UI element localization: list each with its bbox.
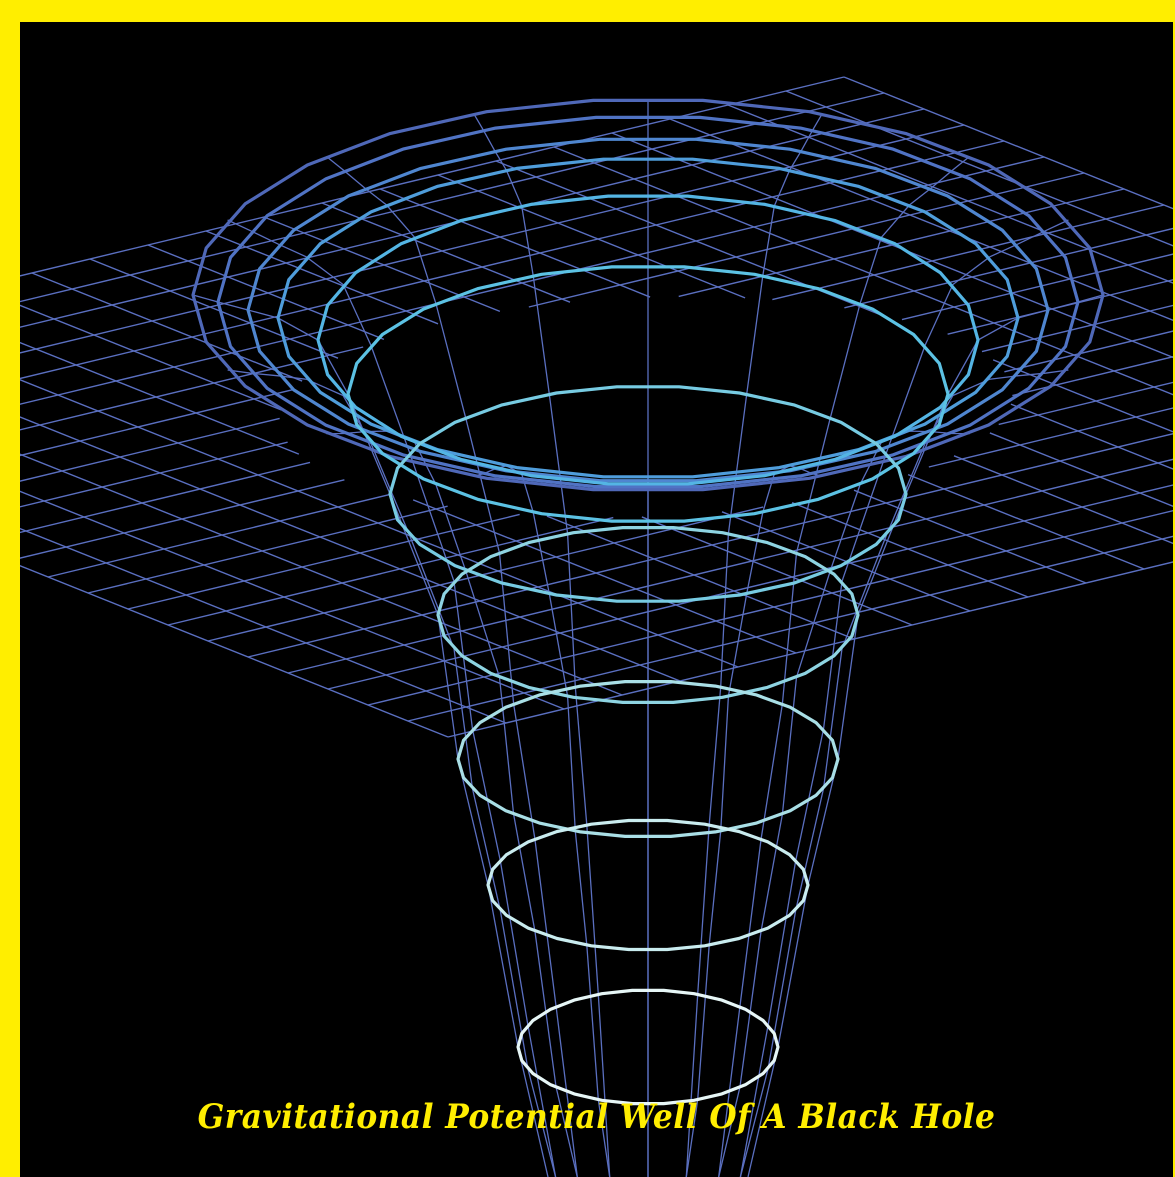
grid-line	[167, 516, 614, 626]
grid-line	[20, 124, 965, 354]
grid-line	[447, 561, 1173, 738]
grid-line	[553, 146, 1173, 396]
funnel-ring	[246, 137, 1050, 483]
funnel-meridian	[473, 465, 611, 1177]
funnel-ring	[516, 988, 780, 1106]
grid-line	[31, 272, 303, 382]
grid-line	[611, 132, 1173, 359]
grid-line	[992, 359, 1173, 433]
grid-line	[20, 527, 507, 724]
grid-line	[263, 216, 501, 313]
potential-well-diagram	[20, 76, 1173, 1177]
funnel-meridian	[473, 113, 611, 1177]
funnel-meridian	[325, 155, 578, 1177]
grid-line	[727, 104, 1173, 284]
grid-line	[998, 381, 1173, 426]
grid-line	[1010, 403, 1173, 470]
grid-line	[127, 513, 520, 610]
grid-line	[207, 506, 764, 642]
grid-line	[953, 455, 1173, 545]
grid-line	[327, 484, 1173, 690]
funnel-meridian	[739, 219, 1069, 1177]
grid-line	[20, 304, 282, 411]
grid-line	[321, 202, 571, 303]
diagram-canvas: Gravitational Potential Well Of A Black …	[20, 22, 1173, 1177]
funnel-meridian	[227, 219, 557, 1177]
grid-line	[546, 515, 855, 640]
grid-line	[437, 174, 746, 299]
grid-line	[528, 172, 1085, 308]
grid-line	[853, 489, 1087, 584]
funnel-meridian	[685, 113, 823, 1177]
funnel-ring	[388, 385, 908, 603]
grid-line	[47, 493, 391, 578]
grid-line	[20, 388, 294, 457]
funnel-ring	[191, 98, 1105, 492]
funnel-ring	[276, 157, 1020, 479]
grid-line	[1004, 330, 1173, 373]
grid-line	[844, 227, 1173, 309]
funnel-ring	[346, 265, 950, 523]
grid-line	[947, 279, 1173, 335]
grid-line	[989, 432, 1173, 507]
grid-line	[641, 516, 913, 626]
funnel-meridian	[685, 465, 823, 1177]
funnel-rings	[191, 98, 1105, 1106]
grid-line	[412, 499, 797, 654]
grid-line	[247, 433, 1173, 658]
grid-line	[147, 244, 385, 341]
grid-line	[20, 461, 311, 534]
funnel-meridian	[747, 294, 1104, 1177]
grid-line	[205, 230, 439, 325]
grid-line	[20, 441, 288, 508]
grid-line	[678, 188, 1125, 298]
grid-line	[20, 417, 280, 482]
grid-line	[89, 258, 339, 359]
funnel-meridian	[192, 294, 549, 1177]
funnel-ring	[486, 818, 810, 952]
funnel-meridian	[718, 155, 971, 1177]
grid-line	[1012, 356, 1173, 397]
grid-line	[20, 453, 623, 696]
grid-line	[20, 346, 364, 431]
grid-line	[772, 204, 1165, 301]
grid-line	[20, 479, 345, 559]
funnel-ring	[436, 526, 860, 705]
grid-line	[928, 407, 1173, 468]
diagram-caption: Gravitational Potential Well Of A Black …	[197, 1097, 996, 1137]
grid-line	[367, 509, 1173, 706]
grid-line	[785, 90, 1173, 247]
grid-line	[287, 458, 1173, 674]
grid-line	[843, 76, 1173, 210]
funnel-ring	[216, 115, 1080, 489]
funnel-ring	[456, 679, 840, 839]
grid-line	[379, 188, 651, 298]
grid-line	[407, 535, 1173, 722]
funnel-ring	[316, 194, 980, 486]
grid-line	[20, 565, 449, 738]
grid-line	[87, 505, 448, 594]
